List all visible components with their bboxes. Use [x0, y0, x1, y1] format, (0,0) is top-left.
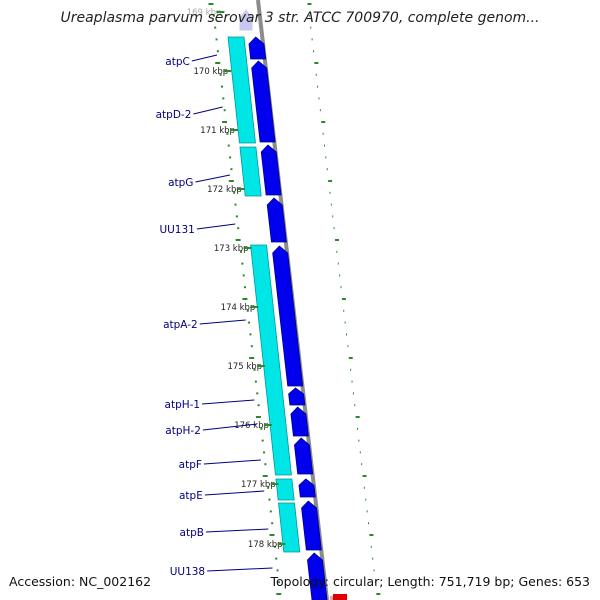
accession-label: Accession: NC_002162 [9, 574, 152, 589]
gene-leader-line [196, 223, 236, 230]
forward-cds-feature[interactable] [248, 36, 267, 60]
gene-leader-line [207, 567, 273, 572]
forward-cds-feature[interactable] [266, 197, 287, 243]
inner-ruler-ticks [208, 3, 282, 595]
gene-label[interactable]: UU131 [159, 224, 194, 236]
ruler-label: 169 kbp [187, 8, 222, 18]
forward-cds-feature[interactable] [251, 60, 276, 143]
gene-leader-line [202, 399, 255, 405]
forward-cds-feature[interactable] [288, 387, 306, 406]
topology-label: Topology: circular; Length: 751,719 bp; … [270, 574, 591, 589]
gene-label[interactable]: atpH-2 [165, 425, 201, 437]
reverse-cds-feature[interactable] [275, 478, 295, 501]
selection-markers [239, 9, 347, 600]
ruler-label: 176 kbp [234, 421, 269, 431]
forward-cds-feature[interactable] [298, 478, 316, 498]
gene-label[interactable]: atpH-1 [165, 399, 201, 411]
reverse-cds-feature[interactable] [239, 146, 262, 197]
forward-cds-feature[interactable] [272, 245, 304, 387]
selection-marker-edge [330, 596, 333, 600]
reverse-cds-feature[interactable] [278, 502, 301, 553]
ruler-label: 170 kbp [194, 67, 229, 77]
gene-leader-line [205, 528, 269, 533]
gene-label[interactable]: atpE [179, 490, 203, 502]
ruler-label: 173 kbp [214, 244, 249, 254]
ruler-label: 175 kbp [227, 362, 262, 372]
forward-cds-feature[interactable] [260, 144, 282, 196]
gene-leader-line [204, 490, 265, 496]
gene-label[interactable]: atpG [168, 177, 193, 189]
forward-cds-feature[interactable] [294, 437, 314, 475]
forward-strand-track [248, 36, 328, 600]
ruler-label: 177 kbp [241, 480, 276, 490]
gene-labels: atpC atpD-2 atpG UU131 atpA-2 atpH-1 atpH-2 atp… [156, 54, 273, 578]
selected-feature-ghost [239, 9, 253, 31]
selection-marker[interactable] [333, 594, 347, 600]
outer-ruler-ticks [307, 3, 381, 595]
forward-cds-feature[interactable] [307, 552, 328, 600]
gene-label[interactable]: atpB [180, 527, 204, 539]
ruler-label: 171 kbp [200, 126, 235, 136]
gene-label[interactable]: atpC [165, 56, 190, 68]
ruler-label: 174 kbp [221, 303, 256, 313]
gene-label[interactable]: atpF [179, 459, 202, 471]
forward-cds-feature[interactable] [290, 406, 309, 437]
gene-leader-line [199, 319, 246, 325]
ruler-label: 172 kbp [207, 185, 242, 195]
ruler-labels: 169 kbp 170 kbp 171 kbp 172 kbp 173 kbp 174 k… [187, 8, 286, 550]
gene-label[interactable]: atpD-2 [156, 109, 192, 121]
gene-leader-line [202, 423, 257, 431]
gene-label[interactable]: UU138 [170, 566, 205, 578]
gene-leader-line [203, 459, 261, 465]
reverse-strand-track [227, 36, 301, 553]
forward-cds-feature[interactable] [301, 500, 322, 551]
gene-label[interactable]: atpA-2 [163, 319, 198, 331]
map-title: Ureaplasma parvum serovar 3 str. ATCC 70… [60, 10, 540, 26]
gene-leader-line [195, 174, 231, 183]
ruler-label: 178 kbp [248, 540, 283, 550]
reverse-cds-feature[interactable] [227, 36, 256, 144]
reverse-cds-feature[interactable] [250, 244, 292, 476]
gene-leader-line [191, 54, 218, 62]
gene-leader-line [193, 106, 223, 115]
